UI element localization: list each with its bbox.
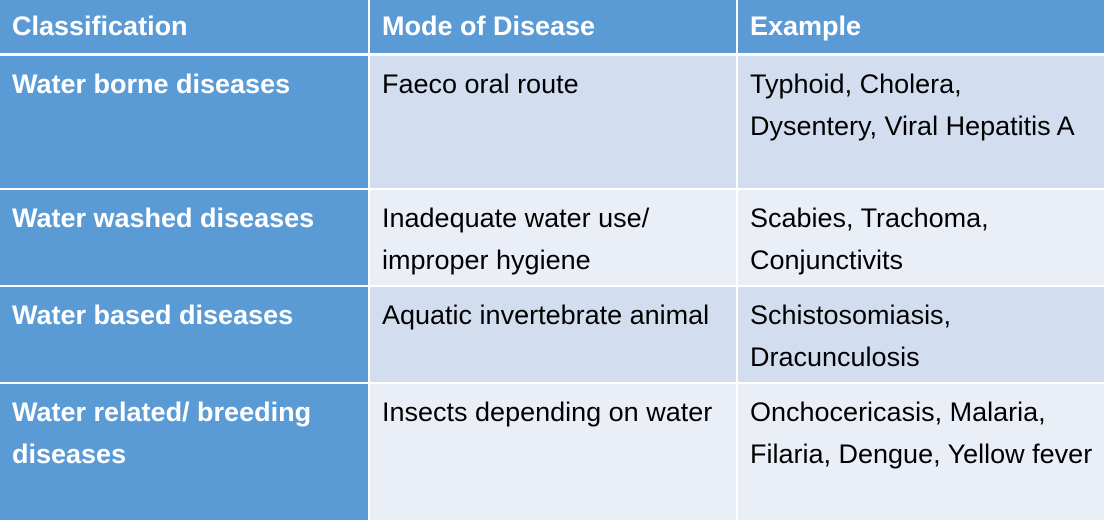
example-cell: Onchocericasis, Malaria, Filaria, Dengue… [738, 384, 1104, 522]
header-classification: Classification [0, 0, 370, 56]
table-row: Water borne diseases Faeco oral route Ty… [0, 56, 1104, 190]
example-cell: Schistosomiasis, Dracunculosis [738, 287, 1104, 384]
mode-cell: Aquatic invertebrate animal [370, 287, 738, 384]
classification-cell: Water based diseases [0, 287, 370, 384]
table-row: Water related/ breeding diseases Insects… [0, 384, 1104, 522]
header-mode-of-disease: Mode of Disease [370, 0, 738, 56]
classification-cell: Water borne diseases [0, 56, 370, 190]
mode-cell: Insects depending on water [370, 384, 738, 522]
mode-cell: Faeco oral route [370, 56, 738, 190]
table-body: Water borne diseases Faeco oral route Ty… [0, 56, 1104, 522]
example-cell: Scabies, Trachoma, Conjunctivits [738, 190, 1104, 287]
classification-cell: Water washed diseases [0, 190, 370, 287]
header-row: Classification Mode of Disease Example [0, 0, 1104, 56]
table-header: Classification Mode of Disease Example [0, 0, 1104, 56]
table-row: Water based diseases Aquatic invertebrat… [0, 287, 1104, 384]
classification-cell: Water related/ breeding diseases [0, 384, 370, 522]
mode-cell: Inadequate water use/ improper hygiene [370, 190, 738, 287]
header-example: Example [738, 0, 1104, 56]
example-cell: Typhoid, Cholera, Dysentery, Viral Hepat… [738, 56, 1104, 190]
table-row: Water washed diseases Inadequate water u… [0, 190, 1104, 287]
